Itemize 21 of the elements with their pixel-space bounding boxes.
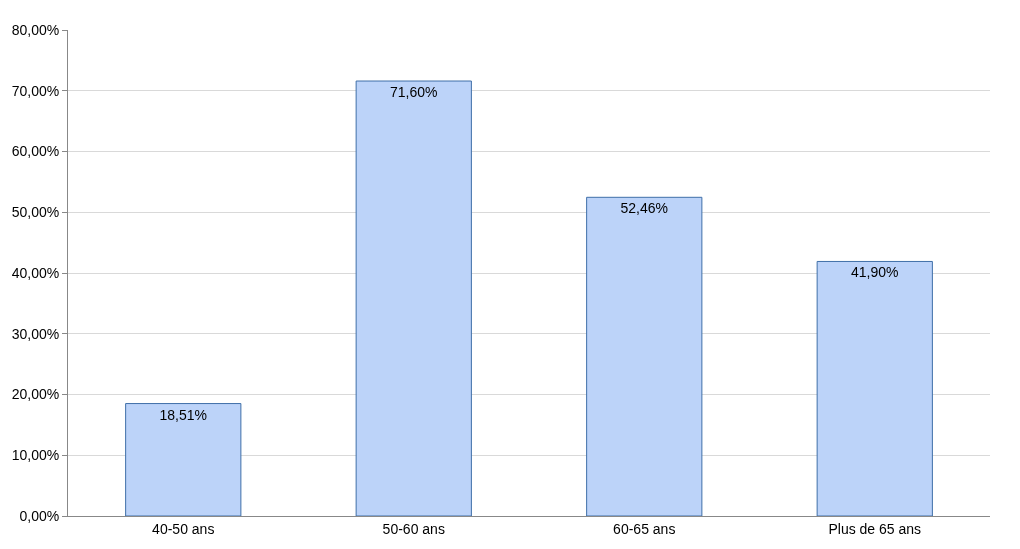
bar xyxy=(816,260,933,516)
y-tick-label: 40,00% xyxy=(11,264,60,281)
data-label: 18,51% xyxy=(159,406,207,423)
y-tick-label: 60,00% xyxy=(11,143,60,160)
bar xyxy=(586,196,703,516)
y-tick-label: 0,00% xyxy=(19,507,60,524)
y-tick-label: 50,00% xyxy=(11,204,60,221)
y-tick-label: 10,00% xyxy=(11,447,60,464)
y-tick-label: 80,00% xyxy=(11,21,60,38)
data-label: 41,90% xyxy=(851,264,899,281)
y-tick-label: 30,00% xyxy=(11,325,60,342)
x-tick-label: 50-60 ans xyxy=(382,520,445,537)
x-tick-label: 60-65 ans xyxy=(613,520,676,537)
y-tick-label: 20,00% xyxy=(11,386,60,403)
data-label: 52,46% xyxy=(620,200,668,217)
data-label: 71,60% xyxy=(390,84,438,101)
bar xyxy=(355,80,472,516)
x-tick-label: Plus de 65 ans xyxy=(828,520,922,537)
y-tick-label: 70,00% xyxy=(11,82,60,99)
x-tick-label: 40-50 ans xyxy=(152,520,215,537)
bar xyxy=(125,403,242,516)
